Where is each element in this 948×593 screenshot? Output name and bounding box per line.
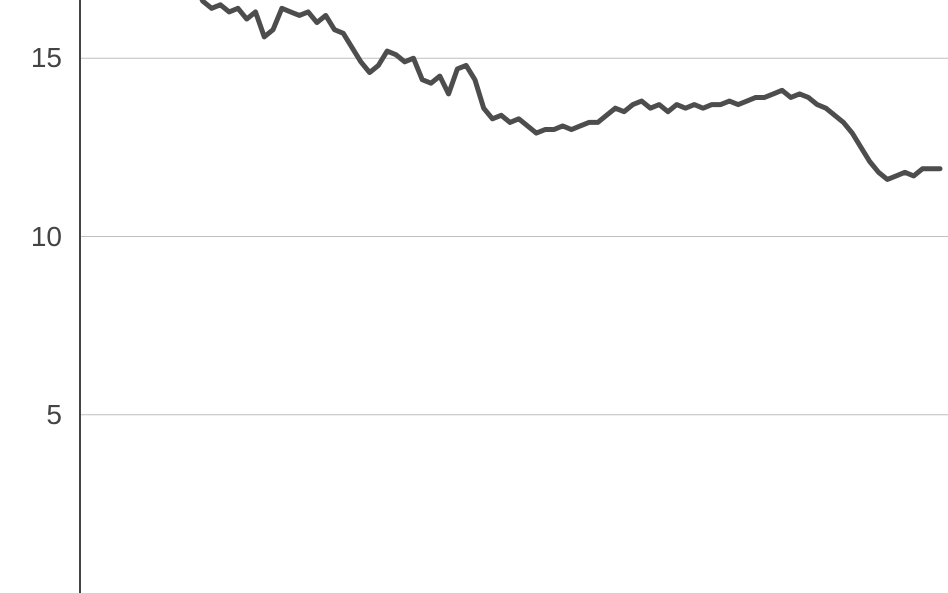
y-tick-label: 15 <box>31 42 62 74</box>
y-tick-label: 10 <box>31 221 62 253</box>
line-chart: 5 10 15 <box>0 0 948 593</box>
y-tick-label: 5 <box>46 399 62 431</box>
series-line <box>80 0 940 179</box>
chart-svg <box>0 0 948 593</box>
